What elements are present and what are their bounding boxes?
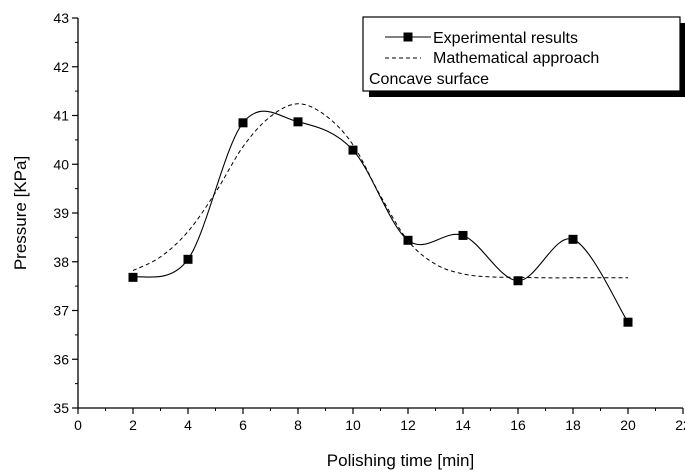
experimental-data-point — [458, 230, 468, 240]
legend-experimental-label: Experimental results — [433, 30, 578, 47]
y-tick-label: 41 — [53, 108, 69, 124]
y-tick-label: 39 — [53, 205, 69, 221]
x-axis-label: Polishing time [min] — [327, 451, 474, 470]
x-tick-label: 0 — [74, 417, 82, 433]
experimental-data-point — [238, 118, 248, 128]
x-axis-ticks: 0 2 4 6 8 10 12 14 16 18 20 22 — [74, 408, 685, 433]
legend-mathematical-label: Mathematical approach — [433, 50, 599, 67]
experimental-data-point — [403, 235, 413, 245]
x-tick-label: 6 — [239, 417, 247, 433]
experimental-data-point — [293, 117, 303, 127]
series-experimental-line — [132, 110, 629, 323]
y-tick-label: 40 — [53, 156, 69, 172]
x-tick-label: 2 — [129, 417, 137, 433]
legend-surface-note: Concave surface — [369, 71, 489, 88]
y-tick-label: 37 — [53, 303, 69, 319]
x-tick-label: 14 — [455, 417, 471, 433]
y-axis-label: Pressure [KPa] — [11, 156, 30, 270]
x-tick-label: 10 — [345, 417, 361, 433]
x-tick-label: 20 — [620, 417, 636, 433]
y-axis-ticks: 35 36 37 38 39 40 41 42 43 — [53, 10, 78, 416]
experimental-data-point — [623, 317, 633, 327]
legend-box — [362, 16, 681, 92]
y-tick-label: 42 — [53, 59, 69, 75]
experimental-data-point — [348, 145, 358, 155]
y-tick-label: 43 — [53, 10, 69, 26]
x-tick-label: 22 — [675, 417, 685, 433]
series-layer — [128, 103, 633, 327]
y-tick-label: 38 — [53, 254, 69, 270]
legend: Experimental results Mathematical approa… — [362, 16, 685, 97]
y-tick-label: 36 — [53, 351, 69, 367]
x-tick-label: 16 — [510, 417, 526, 433]
experimental-data-point — [128, 272, 138, 282]
experimental-data-point — [183, 254, 193, 264]
series-mathematical-line — [132, 103, 628, 279]
y-tick-label: 35 — [53, 400, 69, 416]
experimental-data-point — [568, 234, 578, 244]
x-tick-label: 4 — [184, 417, 192, 433]
x-tick-label: 8 — [294, 417, 302, 433]
legend-experimental-marker — [403, 32, 413, 42]
experimental-data-point — [513, 276, 523, 286]
x-tick-label: 18 — [565, 417, 581, 433]
x-tick-label: 12 — [400, 417, 416, 433]
